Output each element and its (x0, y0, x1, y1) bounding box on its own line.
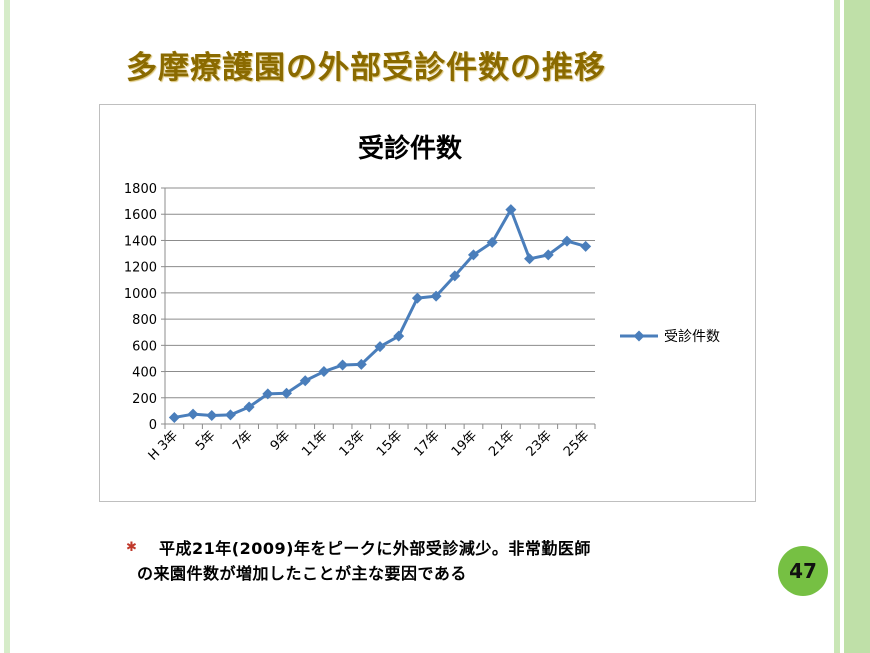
x-tick-label: 25年 (561, 428, 592, 459)
x-tick-label: 19年 (449, 428, 480, 459)
y-tick-label: 1000 (124, 287, 157, 302)
data-point (430, 290, 442, 302)
data-point (355, 358, 367, 370)
y-tick-label: 200 (132, 392, 157, 407)
data-point (262, 388, 274, 400)
data-point (187, 408, 199, 420)
note-line-1: 平成21年(2009)年をピークに外部受診減少。非常勤医師 (159, 539, 591, 558)
page-number-badge: 47 (778, 546, 828, 596)
x-tick-label: 15年 (374, 428, 405, 459)
data-point (449, 270, 461, 282)
slide-title: 多摩療護園の外部受診件数の推移 (126, 50, 606, 86)
y-tick-label: 400 (132, 366, 157, 381)
x-tick-label: H 3年 (146, 428, 181, 463)
x-tick-label: 17年 (411, 428, 442, 459)
x-tick-label: 5年 (193, 428, 219, 454)
x-tick-label: 9年 (268, 428, 294, 454)
y-tick-label: 800 (132, 313, 157, 328)
data-point (243, 401, 255, 413)
x-tick-label: 21年 (486, 428, 517, 459)
data-point (486, 236, 498, 248)
data-point (561, 235, 573, 247)
chart-title: 受診件数 (358, 133, 463, 164)
data-point (524, 253, 536, 265)
y-tick-label: 1400 (124, 234, 157, 249)
data-point (542, 249, 554, 261)
legend-marker (633, 330, 645, 342)
slide-note: 平成21年(2009)年をピークに外部受診減少。非常勤医師 の来園件数が増加した… (137, 536, 777, 586)
chart-container: 受診件数 0 200 400 600 800 1000 1200 1400 1600 1800 H 3… (99, 104, 756, 502)
data-point (393, 330, 405, 342)
data-point (206, 409, 218, 421)
data-point (281, 387, 293, 399)
legend-label: 受診件数 (664, 329, 720, 345)
y-tick-label: 600 (132, 339, 157, 354)
data-point (374, 341, 386, 353)
data-point (580, 240, 592, 252)
data-point (505, 204, 517, 216)
slide-frame-right (834, 0, 870, 653)
data-point (318, 366, 330, 378)
data-point (168, 411, 180, 423)
x-tick-label: 13年 (337, 428, 368, 459)
y-tick-label: 1200 (124, 261, 157, 276)
data-point (411, 292, 423, 304)
data-point (224, 409, 236, 421)
x-tick-label: 11年 (299, 428, 330, 459)
y-tick-label: 1600 (124, 208, 157, 223)
x-tick-label: 23年 (524, 428, 555, 459)
data-point (299, 375, 311, 387)
y-tick-label: 0 (149, 418, 157, 433)
asterisk-bullet-icon: ✱ (126, 540, 137, 555)
note-line-2: の来園件数が増加したことが主な要因である (137, 564, 467, 583)
slide-frame-left (4, 0, 10, 653)
y-tick-label: 1800 (124, 182, 157, 197)
data-point (337, 359, 349, 371)
data-point (467, 249, 479, 261)
line-chart: 受診件数 0 200 400 600 800 1000 1200 1400 1600 1800 H 3… (124, 133, 720, 464)
x-tick-label: 7年 (230, 428, 256, 454)
